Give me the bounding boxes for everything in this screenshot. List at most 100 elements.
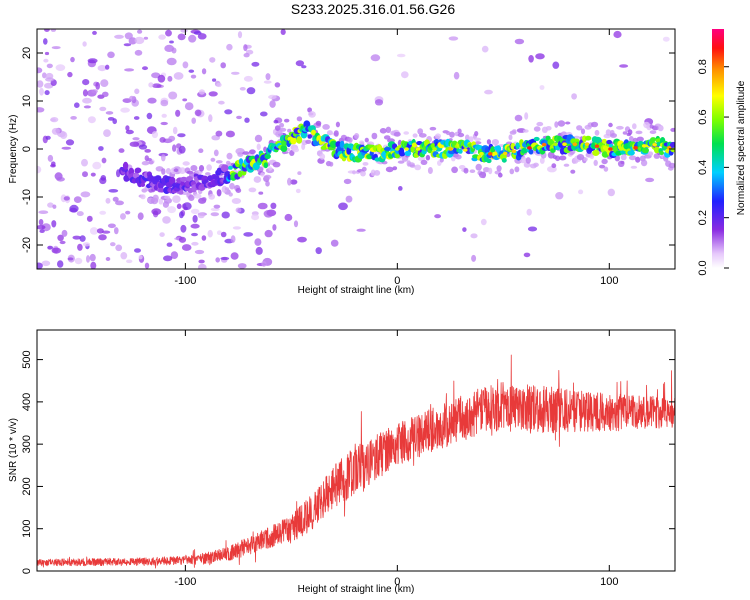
heatmap-cell: [649, 130, 657, 135]
heatmap-cell: [151, 83, 162, 88]
heatmap-cell: [547, 151, 555, 159]
heatmap-cell: [90, 261, 97, 269]
heatmap-cell: [541, 142, 547, 147]
snr-y-ticks: 0 100 200 300 400 500: [21, 350, 675, 574]
heatmap-cell: [178, 167, 186, 175]
colorbar-gradient: [712, 29, 724, 268]
heatmap-cell: [43, 38, 48, 45]
heatmap-cell: [572, 142, 578, 146]
heatmap-cell: [182, 61, 189, 69]
heatmap-cell: [475, 163, 482, 171]
heatmap-cell: [226, 43, 233, 51]
heatmap-cell: [82, 171, 88, 178]
heatmap-cell: [417, 128, 424, 135]
heatmap-cell: [176, 203, 182, 210]
heatmap-cell: [92, 30, 97, 35]
heatmap-cell: [125, 210, 131, 215]
heatmap-cell: [385, 126, 392, 133]
heatmap-cell: [194, 109, 202, 117]
heatmap-cell: [555, 155, 561, 162]
spectrogram-y-label: Frequency (Hz): [8, 115, 19, 184]
heatmap-cell: [308, 111, 316, 118]
heatmap-cell: [218, 100, 225, 105]
heatmap-cell: [140, 194, 146, 200]
heatmap-cell: [216, 189, 222, 197]
heatmap-cell: [280, 145, 288, 152]
heatmap-cell: [562, 142, 567, 146]
heatmap-cell: [45, 135, 51, 140]
heatmap-cell: [254, 238, 262, 246]
heatmap-cell: [272, 161, 281, 168]
heatmap-cell: [251, 214, 260, 221]
heatmap-cell: [374, 99, 384, 106]
heatmap-cell: [65, 139, 75, 146]
heatmap-cell: [173, 72, 184, 80]
heatmap-cell: [268, 94, 277, 100]
heatmap-cell: [449, 131, 455, 138]
heatmap-cell: [115, 244, 123, 252]
heatmap-cell: [427, 167, 433, 174]
heatmap-cell: [212, 175, 220, 180]
heatmap-cell: [129, 95, 135, 101]
heatmap-cell: [124, 32, 133, 40]
heatmap-cell: [508, 134, 513, 141]
heatmap-cell: [39, 87, 44, 96]
heatmap-cell: [496, 145, 501, 154]
heatmap-cell: [237, 263, 247, 269]
heatmap-cell: [82, 97, 92, 104]
heatmap-cell: [209, 57, 216, 63]
heatmap-cell: [167, 206, 177, 214]
heatmap-cell: [248, 187, 257, 193]
heatmap-cell: [220, 62, 226, 69]
heatmap-cell: [608, 147, 613, 151]
heatmap-cell: [55, 64, 66, 71]
heatmap-cell: [230, 235, 236, 243]
heatmap-cell: [274, 82, 281, 88]
heatmap-cell: [103, 129, 111, 138]
heatmap-cell: [457, 128, 462, 134]
heatmap-cell: [179, 211, 184, 219]
heatmap-cell: [261, 260, 267, 267]
heatmap-cell: [172, 144, 177, 152]
heatmap-cell: [618, 147, 624, 151]
heatmap-cell: [101, 230, 111, 234]
heatmap-cell: [69, 204, 79, 213]
heatmap-cell: [63, 196, 70, 201]
heatmap-cell: [290, 179, 298, 185]
heatmap-cell: [128, 37, 137, 45]
heatmap-cell: [393, 131, 401, 137]
heatmap-cell: [235, 188, 242, 193]
heatmap-cell: [169, 176, 176, 185]
heatmap-cell: [474, 141, 482, 145]
heatmap-cell: [41, 260, 51, 267]
x-tick-label: 100: [600, 275, 618, 287]
heatmap-cell: [590, 121, 599, 128]
heatmap-cell: [606, 139, 613, 145]
heatmap-cell: [484, 89, 493, 95]
heatmap-cell: [134, 88, 140, 95]
y-tick-label: 400: [21, 393, 33, 411]
heatmap-cell: [198, 89, 205, 95]
heatmap-cell: [253, 176, 262, 183]
heatmap-cell: [578, 189, 584, 195]
heatmap-cell: [237, 170, 243, 178]
heatmap-cell: [601, 158, 608, 165]
heatmap-cell: [647, 151, 654, 156]
heatmap-cell: [511, 149, 517, 154]
heatmap-cell: [37, 165, 42, 174]
heatmap-cell: [120, 252, 128, 260]
heatmap-cell: [151, 72, 161, 79]
heatmap-cell: [82, 41, 87, 47]
heatmap-cell: [235, 207, 242, 213]
heatmap-cell: [198, 148, 204, 153]
heatmap-cell: [38, 219, 44, 226]
heatmap-cell: [557, 120, 566, 127]
heatmap-cell: [193, 31, 202, 35]
heatmap-cell: [76, 211, 84, 217]
heatmap-cell: [462, 227, 467, 233]
heatmap-cell: [533, 136, 540, 142]
y-tick-label: 300: [21, 435, 33, 453]
heatmap-cell: [170, 251, 179, 259]
heatmap-cell: [473, 137, 482, 141]
